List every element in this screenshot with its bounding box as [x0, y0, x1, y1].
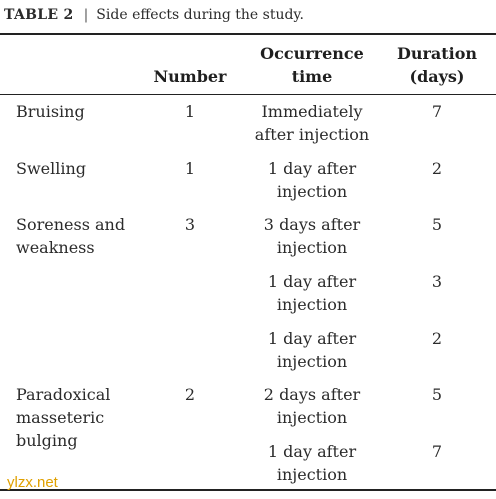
- number-cell: 1: [184, 159, 196, 178]
- number-cell: 1: [184, 102, 196, 121]
- duration-cell: 7: [431, 442, 443, 461]
- side-effect-cell: Bruising: [16, 102, 85, 121]
- occurrence-cell-line2: injection: [276, 408, 348, 427]
- caption-separator: |: [83, 7, 89, 23]
- side-effect-cell-line1: Paradoxical: [16, 385, 111, 404]
- side-effect-cell-line2: weakness: [16, 238, 95, 257]
- table-bottom-rule: [0, 489, 496, 491]
- occurrence-cell-line1: 2 days after: [263, 385, 361, 404]
- occurrence-cell-line1: 1 day after: [267, 272, 357, 291]
- side-effect-cell-line2: masseteric: [16, 408, 105, 427]
- occurrence-cell-line2: injection: [276, 238, 348, 257]
- duration-cell: 5: [431, 215, 443, 234]
- header-duration-line1: Duration: [396, 44, 478, 63]
- duration-cell: 5: [431, 385, 443, 404]
- table-top-rule: [0, 33, 496, 35]
- occurrence-cell-line2: after injection: [254, 125, 370, 144]
- duration-cell: 7: [431, 102, 443, 121]
- occurrence-cell-line2: injection: [276, 465, 348, 484]
- side-effect-cell: Swelling: [16, 159, 87, 178]
- header-number: Number: [153, 67, 227, 86]
- table-label: TABLE 2: [4, 7, 74, 23]
- table-header-rule: [0, 94, 496, 95]
- watermark-text: ylzx.net: [7, 474, 58, 491]
- header-occurrence-line2: time: [291, 67, 333, 86]
- table-caption: TABLE 2 | Side effects during the study.: [4, 4, 304, 26]
- number-cell: 3: [184, 215, 196, 234]
- occurrence-cell-line2: injection: [276, 352, 348, 371]
- duration-cell: 2: [431, 159, 443, 178]
- occurrence-cell-line1: 1 day after: [267, 442, 357, 461]
- duration-cell: 2: [431, 329, 443, 348]
- occurrence-cell-line1: 3 days after: [263, 215, 361, 234]
- duration-cell: 3: [431, 272, 443, 291]
- number-cell: 2: [184, 385, 196, 404]
- header-occurrence-line1: Occurrence: [260, 44, 364, 63]
- side-effect-cell-line1: Soreness and: [16, 215, 126, 234]
- header-duration-line2: (days): [409, 67, 465, 86]
- occurrence-cell-line2: injection: [276, 182, 348, 201]
- side-effect-cell-line3: bulging: [16, 431, 78, 450]
- table-title: Side effects during the study.: [96, 7, 304, 23]
- occurrence-cell-line1: Immediately: [261, 102, 363, 121]
- occurrence-cell-line2: injection: [276, 295, 348, 314]
- occurrence-cell-line1: 1 day after: [267, 329, 357, 348]
- occurrence-cell-line1: 1 day after: [267, 159, 357, 178]
